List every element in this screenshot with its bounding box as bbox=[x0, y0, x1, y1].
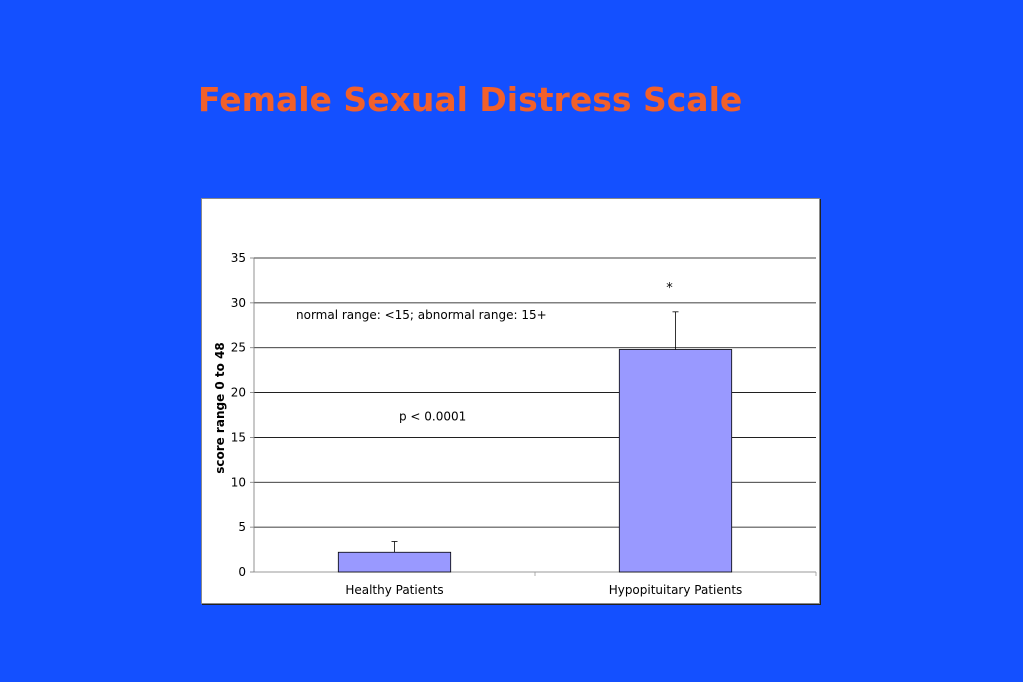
y-tick-label: 15 bbox=[231, 430, 246, 444]
x-category-label: Hypopituitary Patients bbox=[609, 583, 743, 597]
chart-frame: 0 5 10 15 20 25 30 35 Healthy Patients Hypopituit… bbox=[201, 198, 820, 604]
slide-title: Female Sexual Distress Scale bbox=[198, 80, 743, 119]
y-axis-label: score range 0 to 48 bbox=[213, 342, 227, 474]
bars bbox=[337, 311, 733, 573]
gridlines bbox=[254, 257, 816, 528]
y-tick-label: 0 bbox=[238, 565, 246, 579]
y-tick-label: 25 bbox=[231, 341, 246, 355]
y-tick-label: 30 bbox=[231, 296, 246, 310]
x-category-label: Healthy Patients bbox=[345, 583, 443, 597]
annotation-p-value: p < 0.0001 bbox=[399, 409, 466, 423]
annotation-normal-range: normal range: <15; abnormal range: 15+ bbox=[296, 308, 547, 322]
y-tick-label: 35 bbox=[231, 251, 246, 265]
y-tick-label: 10 bbox=[231, 475, 246, 489]
bar bbox=[618, 349, 733, 573]
bar bbox=[337, 551, 452, 573]
y-tick-label: 20 bbox=[231, 386, 246, 400]
bar-chart: 0 5 10 15 20 25 30 35 Healthy Patients Hypopituit… bbox=[213, 251, 817, 597]
y-tick-label: 5 bbox=[238, 520, 246, 534]
significance-asterisk: * bbox=[666, 281, 673, 296]
tick-labels: 0 5 10 15 20 25 30 35 Healthy Patients Hypopituit… bbox=[231, 251, 743, 597]
